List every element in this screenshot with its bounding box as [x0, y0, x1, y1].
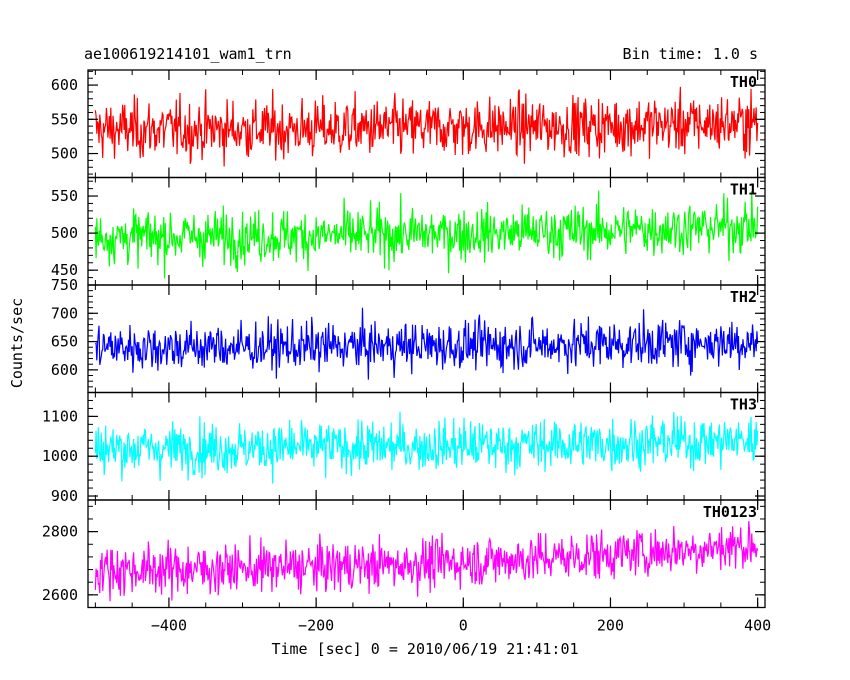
x-tick-label: 0	[459, 617, 468, 635]
y-tick-label: 1100	[42, 407, 78, 425]
x-tick-label: 400	[744, 617, 771, 635]
y-tick-label: 900	[51, 487, 78, 505]
y-tick-label: 450	[51, 261, 78, 279]
y-tick-label: 750	[51, 276, 78, 294]
y-tick-label: 2800	[42, 523, 78, 541]
y-tick-label: 600	[51, 76, 78, 94]
y-tick-label: 550	[51, 110, 78, 128]
panel-label-TH0123: TH0123	[703, 503, 757, 521]
y-axis-label: Counts/sec	[8, 297, 27, 389]
y-tick-label: 2600	[42, 586, 78, 604]
x-tick-label: −200	[298, 617, 334, 635]
plot-title: ae100619214101_wam1_trn	[84, 45, 292, 63]
y-tick-label: 550	[51, 187, 78, 205]
y-tick-label: 700	[51, 304, 78, 322]
series-line-TH0123	[94, 521, 759, 602]
y-tick-label: 500	[51, 145, 78, 163]
y-tick-label: 650	[51, 333, 78, 351]
series-line-TH1	[94, 190, 759, 279]
panel-label-TH0: TH0	[730, 73, 757, 91]
panel-label-TH3: TH3	[730, 396, 757, 414]
x-tick-label: 200	[597, 617, 624, 635]
y-tick-label: 500	[51, 224, 78, 242]
series-line-TH2	[94, 307, 759, 380]
x-tick-label: −400	[151, 617, 187, 635]
series-line-TH0	[94, 86, 759, 167]
series-line-TH3	[94, 411, 759, 484]
panel-label-TH2: TH2	[730, 288, 757, 306]
x-axis-label: Time [sec] 0 = 2010/06/19 21:41:01	[271, 640, 579, 658]
bin-time-label: Bin time: 1.0 s	[622, 45, 758, 63]
y-tick-label: 1000	[42, 447, 78, 465]
panel-label-TH1: TH1	[730, 181, 757, 199]
y-tick-label: 600	[51, 361, 78, 379]
